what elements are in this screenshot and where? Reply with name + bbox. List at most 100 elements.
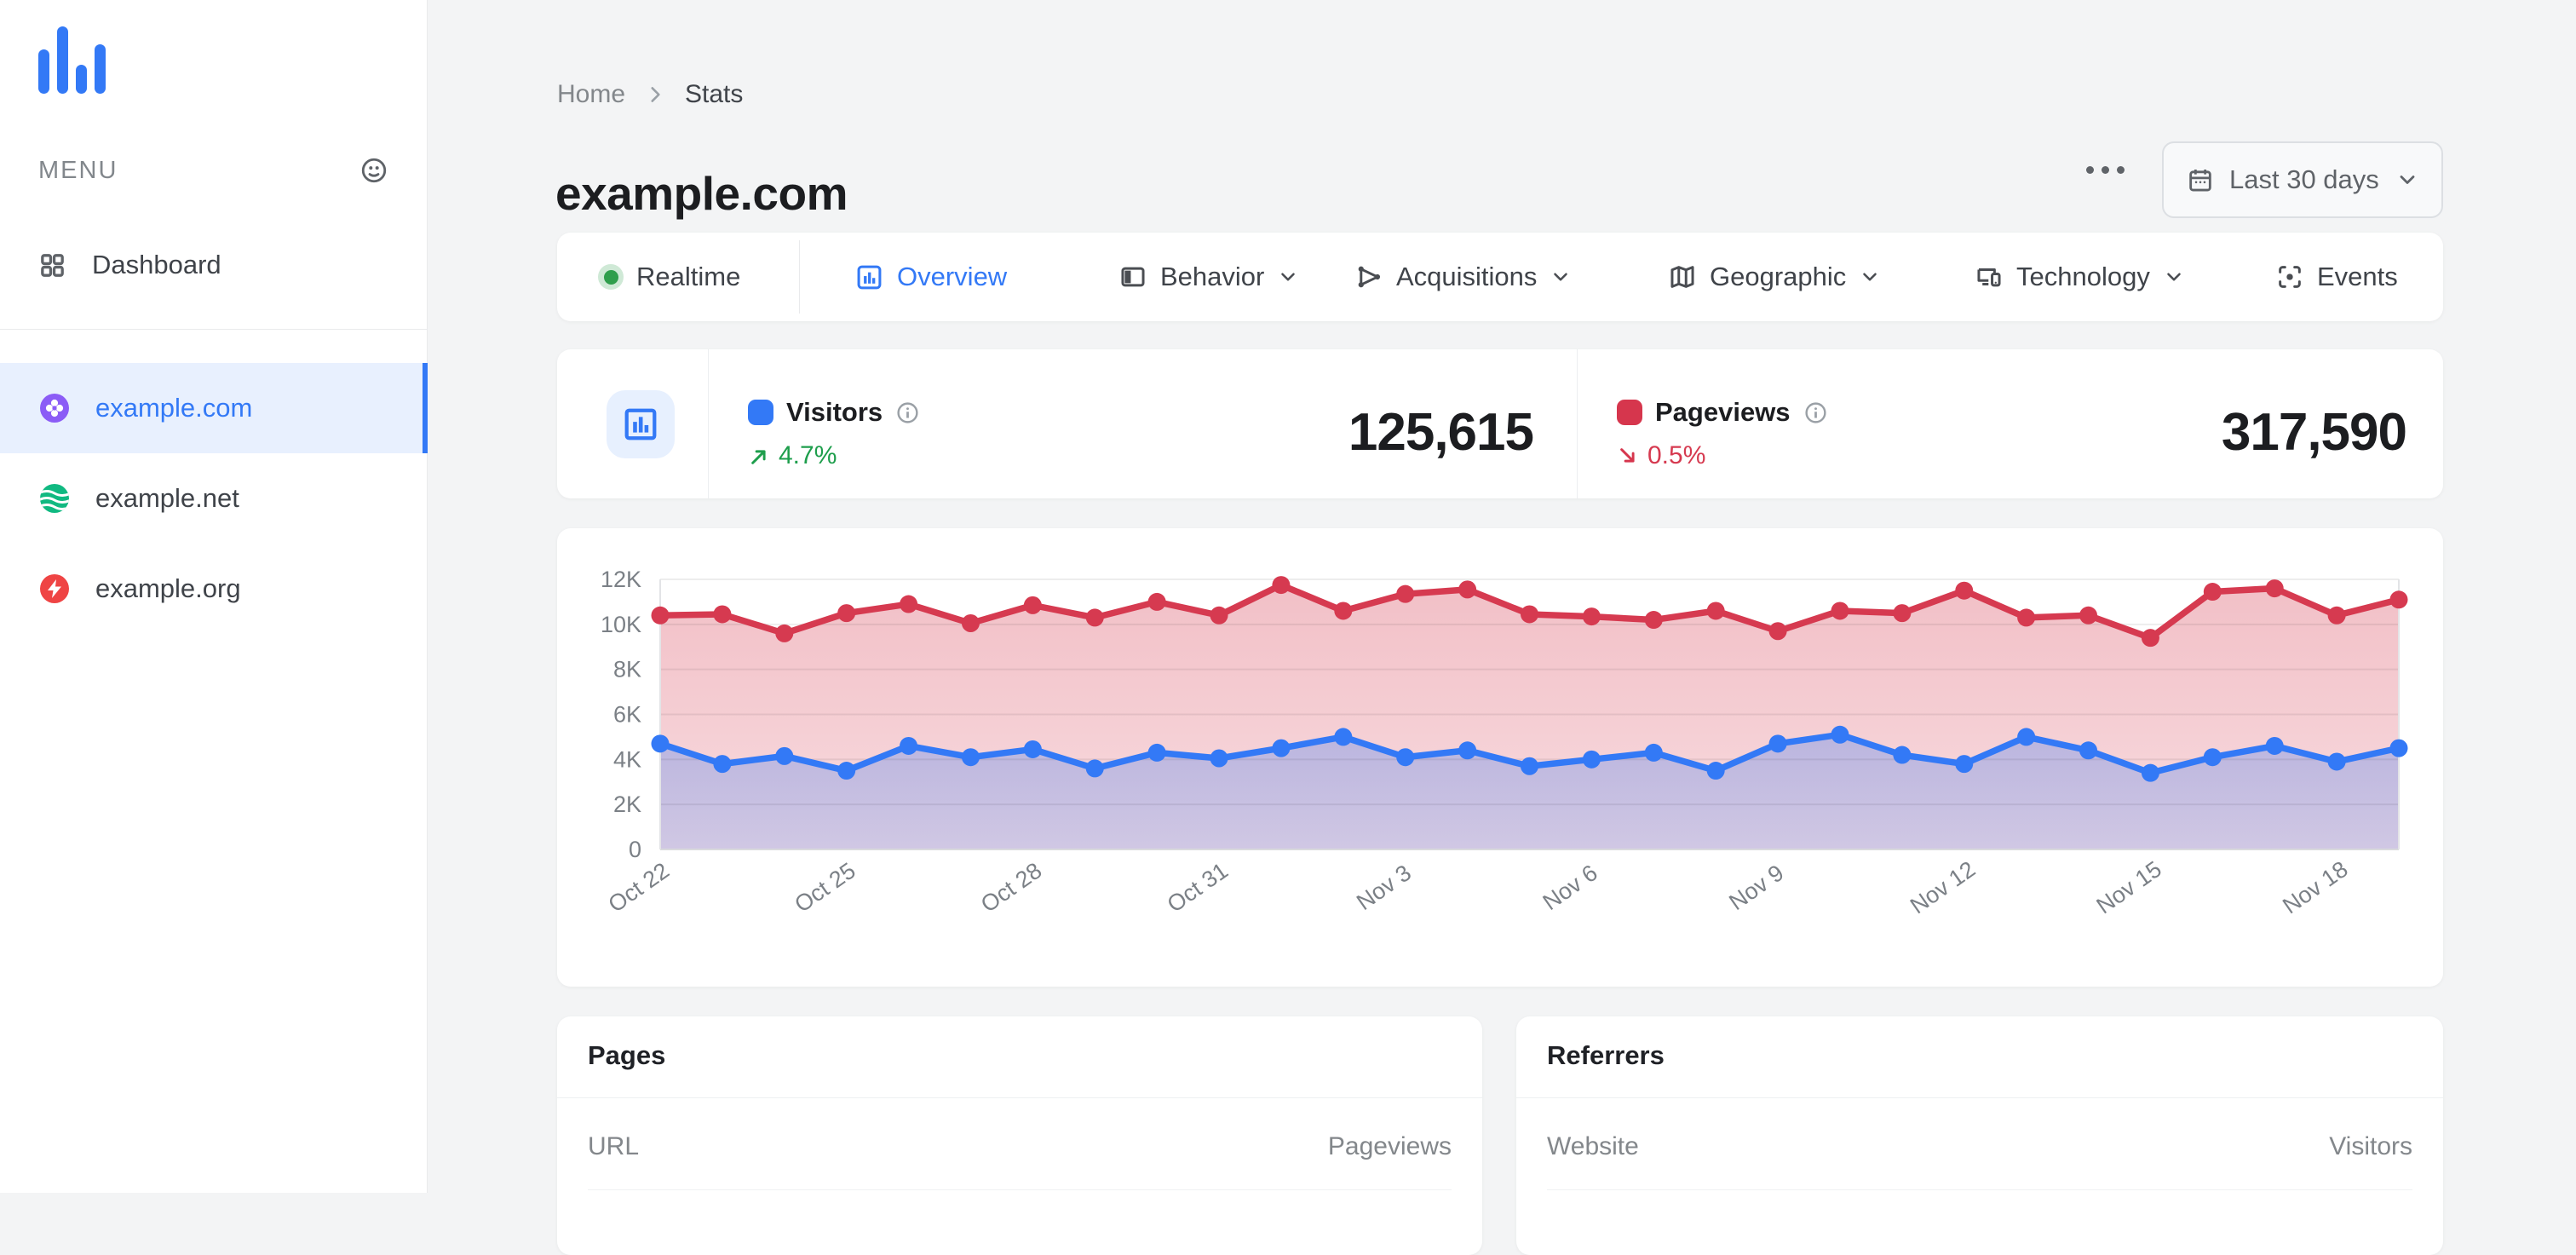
pageviews-color-swatch bbox=[1617, 400, 1642, 425]
panel-divider bbox=[1516, 1097, 2443, 1098]
ellipsis-dot bbox=[2101, 165, 2109, 174]
tab-realtime[interactable]: Realtime bbox=[598, 233, 740, 321]
chevron-down-icon bbox=[2400, 176, 2415, 184]
svg-text:Nov 6: Nov 6 bbox=[1538, 860, 1602, 915]
svg-text:Oct 31: Oct 31 bbox=[1163, 858, 1233, 918]
tab-label: Realtime bbox=[636, 262, 741, 291]
sidebar-divider bbox=[0, 329, 428, 330]
site-badge-lightning-icon bbox=[40, 574, 69, 603]
pageviews-trend: 0.5% bbox=[1617, 441, 1705, 470]
tab-overview[interactable]: Overview bbox=[854, 233, 1007, 321]
svg-text:0: 0 bbox=[629, 837, 641, 862]
more-options-button[interactable] bbox=[2075, 143, 2135, 196]
referrers-panel: Referrers Website Visitors bbox=[1516, 1016, 2443, 1255]
site-badge-clover-icon bbox=[40, 394, 69, 423]
visitors-metric-header: Visitors bbox=[748, 397, 920, 428]
site-name: example.net bbox=[95, 483, 239, 513]
pageviews-metric-header: Pageviews bbox=[1617, 397, 1828, 428]
tab-geographic[interactable]: Geographic bbox=[1668, 233, 1881, 321]
svg-text:8K: 8K bbox=[613, 657, 641, 682]
ellipsis-dot bbox=[2116, 165, 2125, 174]
page-title: example.com bbox=[555, 166, 848, 220]
svg-text:Oct 28: Oct 28 bbox=[976, 858, 1046, 918]
sidebar-site-example-net[interactable]: example.net bbox=[0, 453, 428, 544]
sidebar-item-dashboard[interactable]: Dashboard bbox=[0, 239, 428, 291]
tabbar-divider bbox=[799, 240, 800, 314]
stats-divider bbox=[708, 349, 709, 498]
traffic-chart[interactable]: 0 2K 4K 6K 8K 10K 12K Oct 22 Oct 25 Oct 28 Oct 31 N… bbox=[557, 528, 2443, 987]
svg-text:2K: 2K bbox=[613, 792, 641, 817]
trend-up-icon bbox=[751, 449, 766, 464]
svg-text:Nov 18: Nov 18 bbox=[2278, 856, 2352, 919]
column-header: URL bbox=[588, 1132, 640, 1160]
map-icon bbox=[1670, 266, 1694, 288]
trend-value: 4.7% bbox=[779, 441, 837, 469]
trend-down-icon bbox=[1620, 447, 1635, 463]
breadcrumb-home-link[interactable]: Home bbox=[557, 80, 626, 108]
tab-label: Technology bbox=[2016, 262, 2150, 291]
svg-text:Nov 15: Nov 15 bbox=[2092, 856, 2166, 919]
column-header: Pageviews bbox=[1327, 1132, 1452, 1160]
devices-icon bbox=[1977, 268, 2001, 287]
svg-text:Nov 9: Nov 9 bbox=[1724, 860, 1788, 915]
tab-label: Behavior bbox=[1160, 262, 1265, 291]
share-nodes-icon bbox=[1358, 266, 1381, 288]
account-face-icon[interactable] bbox=[359, 155, 389, 186]
pageviews-value: 317,590 bbox=[2221, 403, 2407, 462]
metric-label: Visitors bbox=[786, 397, 883, 427]
row-divider bbox=[588, 1189, 1452, 1190]
referrers-column-headers: Website Visitors bbox=[1547, 1132, 2412, 1161]
sidebar-item-label: Dashboard bbox=[92, 250, 221, 279]
sidebar-site-example-org[interactable]: example.org bbox=[0, 544, 428, 634]
svg-text:12K: 12K bbox=[601, 567, 641, 592]
sidebar-site-example-com[interactable]: example.com bbox=[0, 363, 428, 453]
sidebar: MENU Dashboard example.com bbox=[0, 0, 428, 1193]
svg-text:Nov 12: Nov 12 bbox=[1906, 856, 1980, 919]
date-range-label: Last 30 days bbox=[2229, 164, 2379, 194]
chevron-down-icon bbox=[1863, 273, 1877, 281]
svg-text:Oct 25: Oct 25 bbox=[790, 858, 860, 918]
menu-header: MENU bbox=[38, 155, 389, 186]
svg-text:10K: 10K bbox=[601, 612, 641, 637]
live-dot-icon bbox=[598, 264, 624, 290]
tab-label: Geographic bbox=[1710, 262, 1847, 291]
ellipsis-dot bbox=[2085, 165, 2094, 174]
visitors-value: 125,615 bbox=[1348, 403, 1534, 462]
breadcrumb-current: Stats bbox=[685, 80, 744, 108]
svg-text:Nov 3: Nov 3 bbox=[1352, 860, 1416, 915]
chevron-down-icon bbox=[1281, 273, 1296, 281]
info-icon[interactable] bbox=[1803, 400, 1828, 425]
site-name: example.com bbox=[95, 393, 253, 423]
tab-technology[interactable]: Technology bbox=[1975, 233, 2185, 321]
layout-panel-icon bbox=[1121, 267, 1145, 287]
visitors-trend: 4.7% bbox=[748, 441, 837, 470]
section-tabbar: Realtime Overview Behavior Acquisitions bbox=[557, 233, 2443, 321]
traffic-chart-card: 0 2K 4K 6K 8K 10K 12K Oct 22 Oct 25 Oct 28 Oct 31 N… bbox=[557, 528, 2443, 987]
panel-divider bbox=[557, 1097, 1482, 1098]
site-name: example.org bbox=[95, 573, 241, 603]
svg-text:4K: 4K bbox=[613, 746, 641, 772]
breadcrumb: Home Stats bbox=[557, 80, 743, 109]
trend-value: 0.5% bbox=[1647, 441, 1706, 469]
tab-events[interactable]: Events bbox=[2275, 233, 2398, 321]
date-range-button[interactable]: Last 30 days bbox=[2162, 141, 2443, 218]
svg-text:6K: 6K bbox=[613, 702, 641, 728]
column-header: Website bbox=[1547, 1132, 1639, 1160]
scan-dot-icon bbox=[2279, 266, 2301, 288]
svg-text:Oct 22: Oct 22 bbox=[604, 858, 674, 918]
dashboard-grid-icon bbox=[41, 253, 64, 277]
stats-divider bbox=[1577, 349, 1578, 498]
metric-label: Pageviews bbox=[1655, 397, 1791, 427]
stats-summary-card: Visitors 4.7% 125,615 Pageviews 0.5% 317… bbox=[557, 349, 2443, 498]
visitors-color-swatch bbox=[748, 400, 773, 425]
pages-column-headers: URL Pageviews bbox=[588, 1132, 1452, 1161]
site-badge-waves-icon bbox=[40, 484, 69, 513]
tab-acquisitions[interactable]: Acquisitions bbox=[1354, 233, 1572, 321]
chevron-right-icon bbox=[651, 87, 660, 102]
info-icon[interactable] bbox=[895, 400, 920, 425]
panel-title: Pages bbox=[588, 1040, 666, 1070]
panel-title: Referrers bbox=[1547, 1040, 1665, 1070]
app-logo-bar-chart-icon[interactable] bbox=[38, 22, 106, 95]
row-divider bbox=[1547, 1189, 2412, 1190]
tab-behavior[interactable]: Behavior bbox=[1118, 233, 1299, 321]
